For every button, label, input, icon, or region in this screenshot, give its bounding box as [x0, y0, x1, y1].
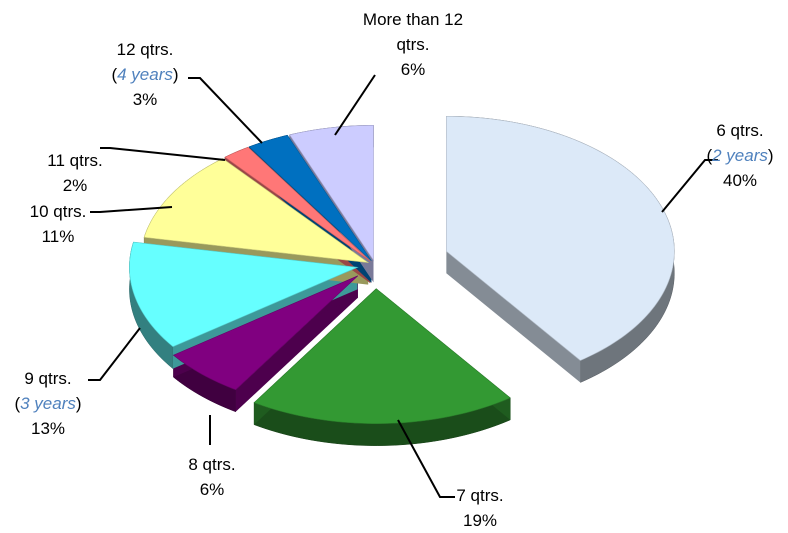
slice-edge [446, 251, 581, 383]
slice-tops [129, 115, 675, 424]
sub-label: (3 years) [14, 394, 82, 413]
slice [129, 241, 359, 348]
slice-label: 8 qtrs. 6% [147, 452, 277, 502]
value-label: 40% [722, 171, 758, 190]
leader-line [661, 159, 718, 213]
leader-line [188, 77, 263, 144]
category-label: 10 qtrs. [29, 202, 87, 221]
slice-label: 7 qtrs. 19% [415, 483, 545, 533]
sub-label: (4 years) [111, 65, 179, 84]
value-label: 13% [30, 419, 66, 438]
slice-label: 12 qtrs. (4 years) 3% [80, 37, 210, 112]
leader-line [334, 74, 376, 136]
slice [289, 125, 374, 262]
leader-line [397, 419, 455, 498]
slice-label: 11 qtrs. 2% [10, 148, 140, 198]
slice [143, 158, 370, 264]
slice-label: 10 qtrs. 11% [0, 199, 123, 249]
slice-label: 9 qtrs. (3 years) 13% [0, 366, 113, 441]
category-label: 12 qtrs. [116, 40, 174, 59]
value-label: 11% [41, 227, 75, 246]
leader-line [88, 327, 141, 381]
value-label: 2% [62, 176, 88, 195]
value-label: 6% [400, 60, 426, 79]
slice [253, 288, 511, 424]
slice [248, 134, 372, 261]
leader-line [90, 206, 173, 213]
sub-label: (2 years) [706, 146, 774, 165]
slice [224, 146, 371, 262]
category-label: More than 12 qtrs. [362, 10, 464, 54]
leader-line [100, 147, 226, 161]
category-label: 6 qtrs. [716, 121, 764, 140]
slice [172, 275, 359, 391]
category-label: 7 qtrs. [456, 486, 504, 505]
slice-label: More than 12 qtrs. 6% [353, 7, 473, 82]
slice-label: 6 qtrs. (2 years) 40% [675, 118, 788, 193]
category-label: 11 qtrs. [47, 151, 103, 170]
value-label: 6% [199, 480, 225, 499]
category-label: 9 qtrs. [24, 369, 72, 388]
value-label: 19% [462, 511, 498, 530]
value-label: 3% [132, 90, 158, 109]
category-label: 8 qtrs. [188, 455, 236, 474]
